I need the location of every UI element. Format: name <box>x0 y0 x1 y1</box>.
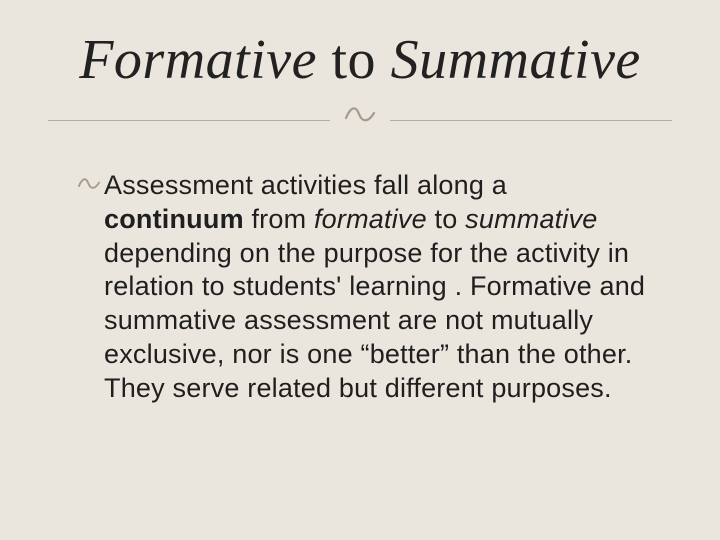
bullet-flourish-icon <box>76 171 102 204</box>
body-region: Assessment activities fall along a conti… <box>48 169 672 405</box>
title-part-to: to <box>317 29 391 91</box>
body-seg2-bold: continuum <box>104 204 244 234</box>
body-seg5: to <box>427 204 465 234</box>
body-paragraph: Assessment activities fall along a conti… <box>104 169 654 405</box>
flourish-icon <box>338 100 382 137</box>
bullet-item: Assessment activities fall along a conti… <box>76 169 654 405</box>
flourish-svg <box>342 100 378 130</box>
title-part-formative: Formative <box>79 29 317 91</box>
body-seg4-italic: formative <box>314 204 427 234</box>
title-part-summative: Summative <box>391 29 641 91</box>
body-seg6-italic: summative <box>465 204 597 234</box>
page-title: Formative to Summative <box>48 28 672 92</box>
slide: Formative to Summative Assessment activi… <box>0 0 720 540</box>
body-seg7: depending on the purpose for the activit… <box>104 238 645 403</box>
divider-line-right <box>390 120 672 121</box>
body-seg1: Assessment activities fall along a <box>104 170 507 200</box>
title-divider <box>48 102 672 139</box>
body-seg3: from <box>244 204 314 234</box>
divider-line-left <box>48 120 330 121</box>
